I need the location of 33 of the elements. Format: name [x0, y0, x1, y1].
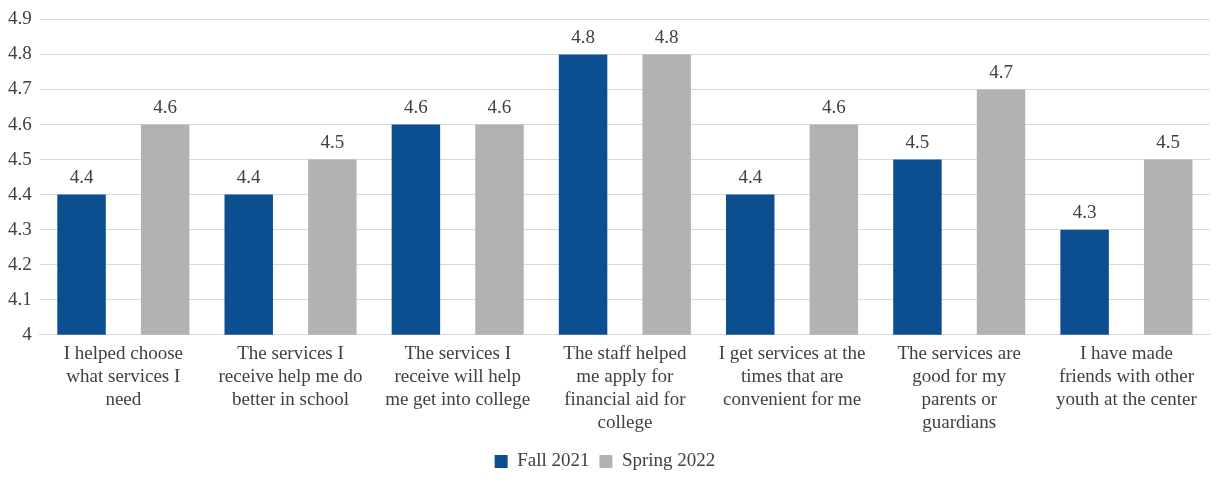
y-tick-label: 4.8 — [8, 42, 32, 64]
y-tick-label: 4.9 — [8, 7, 32, 29]
x-tick-label: The staff helped me apply for financial aid for college — [563, 342, 687, 432]
data-label: 4.4 — [69, 166, 94, 188]
x-tick-label: I have made friends with other youth at the center — [1055, 342, 1198, 409]
data-label: 4.3 — [1072, 201, 1097, 223]
y-tick-label: 4.7 — [8, 77, 32, 99]
data-label: 4.4 — [236, 166, 262, 188]
y-tick-label: 4.6 — [8, 112, 32, 134]
data-label: 4.5 — [320, 131, 345, 153]
x-tick-label: The services I receive will help me get into college — [385, 342, 531, 409]
data-label: 4.8 — [654, 25, 679, 47]
x-tick-label: The services are good for my parents or guardians — [897, 342, 1021, 432]
legend-label: Fall 2021 — [517, 449, 590, 471]
x-tick-label: The services I receive help me do better in school — [218, 342, 363, 409]
y-tick-label: 4.1 — [8, 287, 32, 309]
data-label: 4.8 — [571, 25, 595, 47]
data-label: 4.5 — [1156, 131, 1181, 153]
legend-label: Spring 2022 — [621, 449, 716, 471]
y-tick-label: 4.3 — [8, 217, 32, 239]
data-label: 4.4 — [738, 166, 763, 188]
x-tick-label: I get services at the times that are convenient for me — [718, 342, 866, 409]
data-label: 4.5 — [905, 131, 930, 153]
data-label: 4.6 — [821, 96, 846, 118]
data-label: 4.6 — [404, 96, 428, 118]
x-tick-label: I helped choose what services I need — [63, 342, 183, 409]
y-tick-label: 4.2 — [8, 252, 32, 274]
y-tick-label: 4.4 — [8, 182, 33, 204]
data-label: 4.6 — [153, 96, 178, 118]
y-tick-label: 4.5 — [8, 147, 32, 169]
data-label: 4.7 — [989, 60, 1013, 82]
data-label: 4.6 — [487, 96, 512, 118]
y-tick-label: 4 — [22, 322, 33, 344]
